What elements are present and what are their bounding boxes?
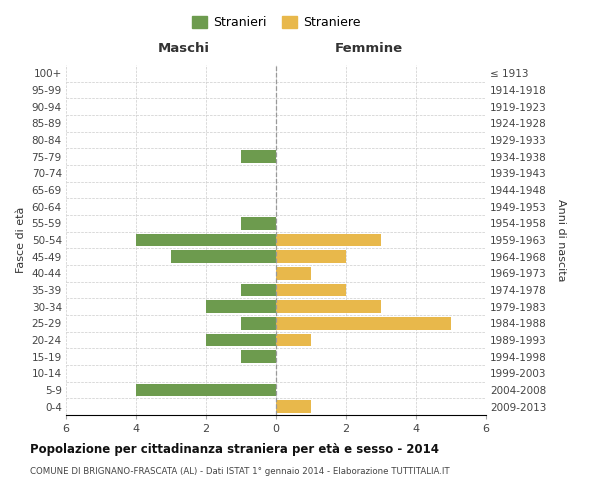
Text: Maschi: Maschi — [158, 42, 209, 54]
Y-axis label: Fasce di età: Fasce di età — [16, 207, 26, 273]
Bar — [241, 284, 276, 296]
Bar — [241, 350, 276, 363]
Bar — [206, 334, 276, 346]
Bar — [276, 250, 346, 263]
Bar — [171, 250, 276, 263]
Bar — [276, 234, 381, 246]
Bar — [276, 334, 311, 346]
Text: Popolazione per cittadinanza straniera per età e sesso - 2014: Popolazione per cittadinanza straniera p… — [30, 442, 439, 456]
Bar — [136, 234, 276, 246]
Bar — [136, 384, 276, 396]
Text: COMUNE DI BRIGNANO-FRASCATA (AL) - Dati ISTAT 1° gennaio 2014 - Elaborazione TUT: COMUNE DI BRIGNANO-FRASCATA (AL) - Dati … — [30, 468, 449, 476]
Bar — [276, 317, 451, 330]
Bar — [276, 267, 311, 280]
Bar — [241, 317, 276, 330]
Bar — [276, 400, 311, 413]
Legend: Stranieri, Straniere: Stranieri, Straniere — [187, 11, 365, 34]
Bar — [241, 217, 276, 230]
Bar — [206, 300, 276, 313]
Bar — [276, 300, 381, 313]
Text: Femmine: Femmine — [334, 42, 403, 54]
Bar — [276, 284, 346, 296]
Y-axis label: Anni di nascita: Anni di nascita — [556, 198, 566, 281]
Bar — [241, 150, 276, 163]
